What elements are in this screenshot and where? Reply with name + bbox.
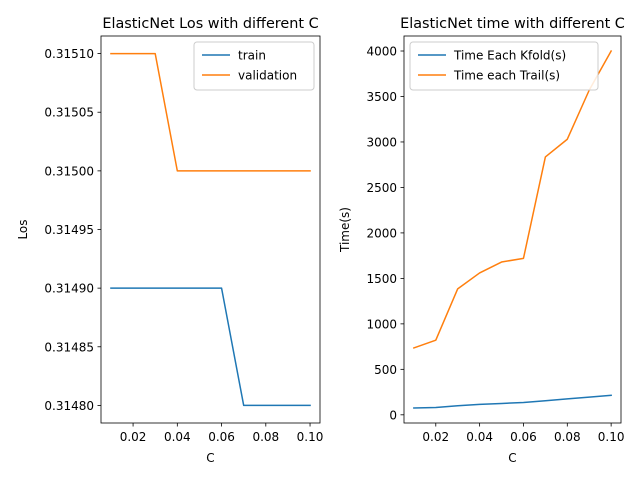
series-line-orange — [110, 52, 311, 172]
series-line-orange — [412, 49, 613, 349]
series-line-blue — [110, 287, 311, 407]
axes-frame — [403, 35, 622, 424]
y-tick-label: 0.31500 — [44, 164, 94, 178]
y-tick-label: 1500 — [366, 272, 397, 286]
x-tick-label: 0.10 — [598, 430, 625, 444]
chart-title: ElasticNet Los with different C — [102, 16, 318, 32]
y-tick-label: 0.31505 — [44, 106, 94, 120]
y-tick-label: 2500 — [366, 181, 397, 195]
y-tick-label: 2000 — [366, 226, 397, 240]
x-tick-label: 0.06 — [510, 430, 537, 444]
y-tick-label: 0.31495 — [44, 223, 94, 237]
y-tick-label: 1000 — [366, 317, 397, 331]
y-axis-label: Los — [16, 219, 30, 239]
y-tick-label: 3500 — [366, 90, 397, 104]
left-plot: 0.02 0.04 0.06 0.08 0.10 0.31480 0.31485 0.3149… — [16, 16, 323, 465]
y-tick-label: 0.31490 — [44, 282, 94, 296]
y-tick-label: 0.31485 — [44, 340, 94, 354]
legend-label: validation — [238, 69, 297, 83]
legend: Time Each Kfold(s) Time each Trail(s) — [409, 41, 599, 91]
x-tick-label: 0.08 — [252, 430, 279, 444]
legend-label: Time Each Kfold(s) — [453, 49, 566, 63]
y-tick-label: 0.31480 — [44, 399, 94, 413]
legend-label: Time each Trail(s) — [453, 69, 560, 83]
x-tick-label: 0.04 — [466, 430, 493, 444]
y-tick-label: 0 — [389, 408, 397, 422]
x-axis-label: C — [206, 451, 214, 465]
x-tick-label: 0.02 — [120, 430, 147, 444]
x-tick-label: 0.04 — [164, 430, 191, 444]
legend-label: train — [238, 49, 266, 63]
y-axis-label: Time(s) — [338, 207, 352, 253]
y-tick-label: 4000 — [366, 45, 397, 59]
x-tick-label: 0.06 — [208, 430, 235, 444]
y-tick-label: 500 — [374, 363, 397, 377]
legend-box — [193, 41, 315, 91]
y-tick-label: 3000 — [366, 135, 397, 149]
y-tick-label: 0.31510 — [44, 47, 94, 61]
chart-title: ElasticNet time with different C — [400, 16, 625, 32]
x-tick-label: 0.08 — [554, 430, 581, 444]
legend: train validation — [193, 41, 315, 91]
right-plot: 0.02 0.04 0.06 0.08 0.10 0 500 1000 1500 2000 2500… — [338, 16, 625, 465]
x-tick-label: 0.10 — [297, 430, 324, 444]
series-line-blue — [413, 394, 612, 409]
legend-box — [409, 41, 599, 91]
x-tick-label: 0.02 — [422, 430, 449, 444]
x-axis-label: C — [508, 451, 516, 465]
